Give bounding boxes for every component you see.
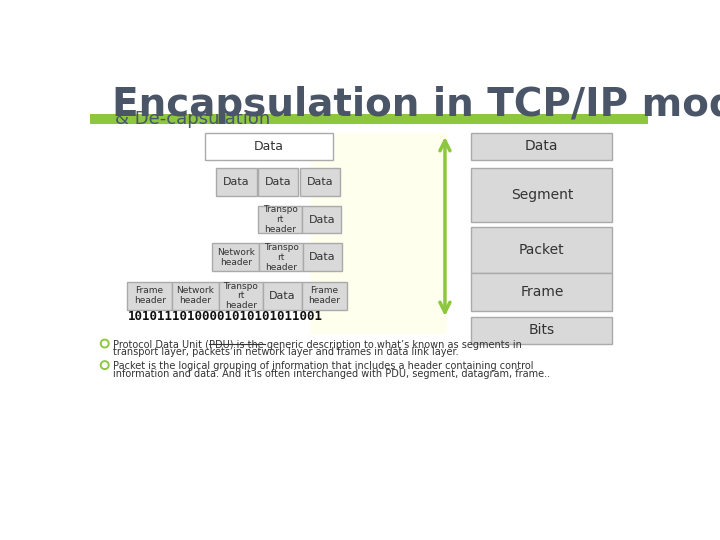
Bar (204, 132, 333, 160)
Bar (300, 168, 341, 195)
Text: & De-capsulation: & De-capsulation (114, 110, 270, 128)
Bar (258, 168, 299, 195)
Text: Network
header: Network header (176, 286, 215, 305)
Bar (472, 168, 612, 222)
Text: Data: Data (309, 252, 336, 262)
Circle shape (101, 339, 109, 348)
Text: Encapsulation in TCP/IP model: Encapsulation in TCP/IP model (112, 86, 720, 124)
Text: Bits: Bits (528, 323, 555, 338)
Bar (216, 168, 256, 195)
Bar (302, 206, 341, 233)
Bar (472, 226, 612, 273)
Text: Data: Data (308, 214, 335, 225)
Bar (472, 132, 612, 160)
Circle shape (101, 361, 109, 369)
Bar (259, 244, 303, 271)
Text: Transpo
rt
header: Transpo rt header (223, 281, 258, 310)
Text: Packet is the logical grouping of information that includes a header containing : Packet is the logical grouping of inform… (113, 361, 534, 372)
Bar (472, 316, 612, 345)
Text: Data: Data (223, 177, 250, 187)
Text: Transpo
rt
header: Transpo rt header (264, 243, 299, 272)
Text: information and data. And it is often interchanged with PDU, segment, datagram, : information and data. And it is often in… (113, 369, 550, 379)
Text: Network
header: Network header (217, 248, 255, 267)
Text: Data: Data (307, 177, 333, 187)
Text: Packet: Packet (519, 242, 564, 256)
Text: transport layer, packets in network layer and frames in data link layer.: transport layer, packets in network laye… (113, 347, 459, 357)
Bar (311, 132, 446, 334)
Bar (258, 206, 302, 233)
Text: Data: Data (525, 139, 559, 153)
Bar (172, 282, 219, 309)
Circle shape (102, 341, 107, 346)
Text: Frame
header: Frame header (134, 286, 166, 305)
Bar (472, 273, 612, 311)
Text: Data: Data (269, 291, 295, 301)
Bar (90, 114, 648, 124)
Bar (219, 282, 263, 309)
Text: Frame: Frame (520, 285, 564, 299)
Text: Data: Data (253, 140, 284, 153)
Text: Transpo
rt
header: Transpo rt header (263, 205, 297, 234)
Bar (127, 282, 172, 309)
Bar (303, 244, 342, 271)
Text: Frame
header: Frame header (308, 286, 340, 305)
Bar (212, 244, 259, 271)
Circle shape (102, 363, 107, 367)
Text: 10101110100001010101011001: 10101110100001010101011001 (128, 310, 323, 323)
Text: Segment: Segment (510, 188, 573, 202)
Text: Protocol Data Unit (PDU) is the generic description to what’s known as segments : Protocol Data Unit (PDU) is the generic … (113, 340, 522, 350)
Text: Data: Data (265, 177, 292, 187)
Bar (263, 282, 302, 309)
Bar (302, 282, 346, 309)
